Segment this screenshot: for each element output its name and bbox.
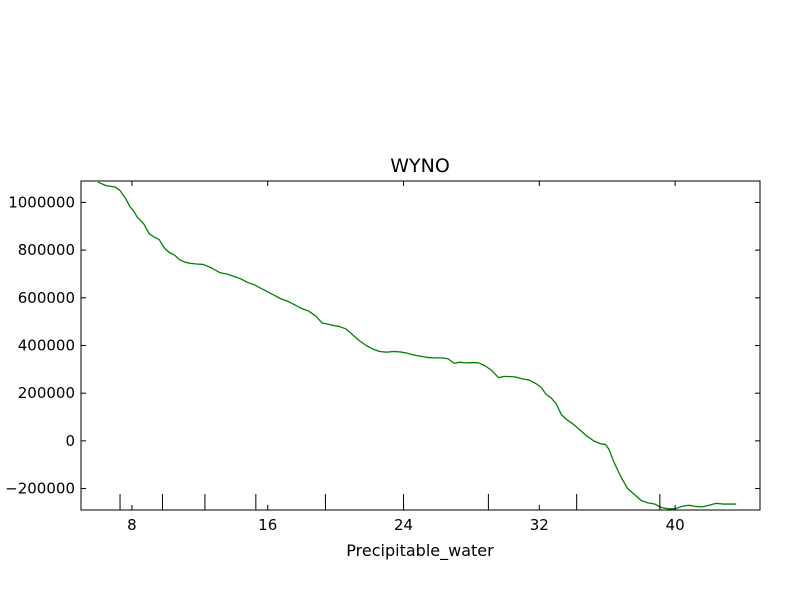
x-tick-label-3: 32 — [530, 516, 549, 534]
y-tick-label-4: 200000 — [18, 384, 75, 402]
plot-area: 1000000 800000 600000 400000 200000 0 −200000 8… — [5, 180, 761, 534]
y-tick-label-2: 600000 — [18, 289, 75, 307]
x-tick-label-4: 40 — [666, 516, 685, 534]
x-axis-label: Precipitable_water — [346, 541, 494, 561]
y-tick-label-6: −200000 — [5, 480, 75, 498]
y-tick-label-3: 400000 — [18, 337, 75, 355]
y-tick-label-1: 800000 — [18, 241, 75, 259]
series-line-0 — [97, 181, 737, 510]
y-tick-label-0: 1000000 — [8, 193, 75, 211]
x-tick-label-1: 16 — [258, 516, 277, 534]
axes-frame — [80, 180, 761, 511]
y-tick-label-5: 0 — [65, 432, 75, 450]
chart-title: WYNO — [390, 155, 450, 177]
x-tick-label-2: 24 — [394, 516, 413, 534]
x-tick-label-0: 8 — [127, 516, 137, 534]
